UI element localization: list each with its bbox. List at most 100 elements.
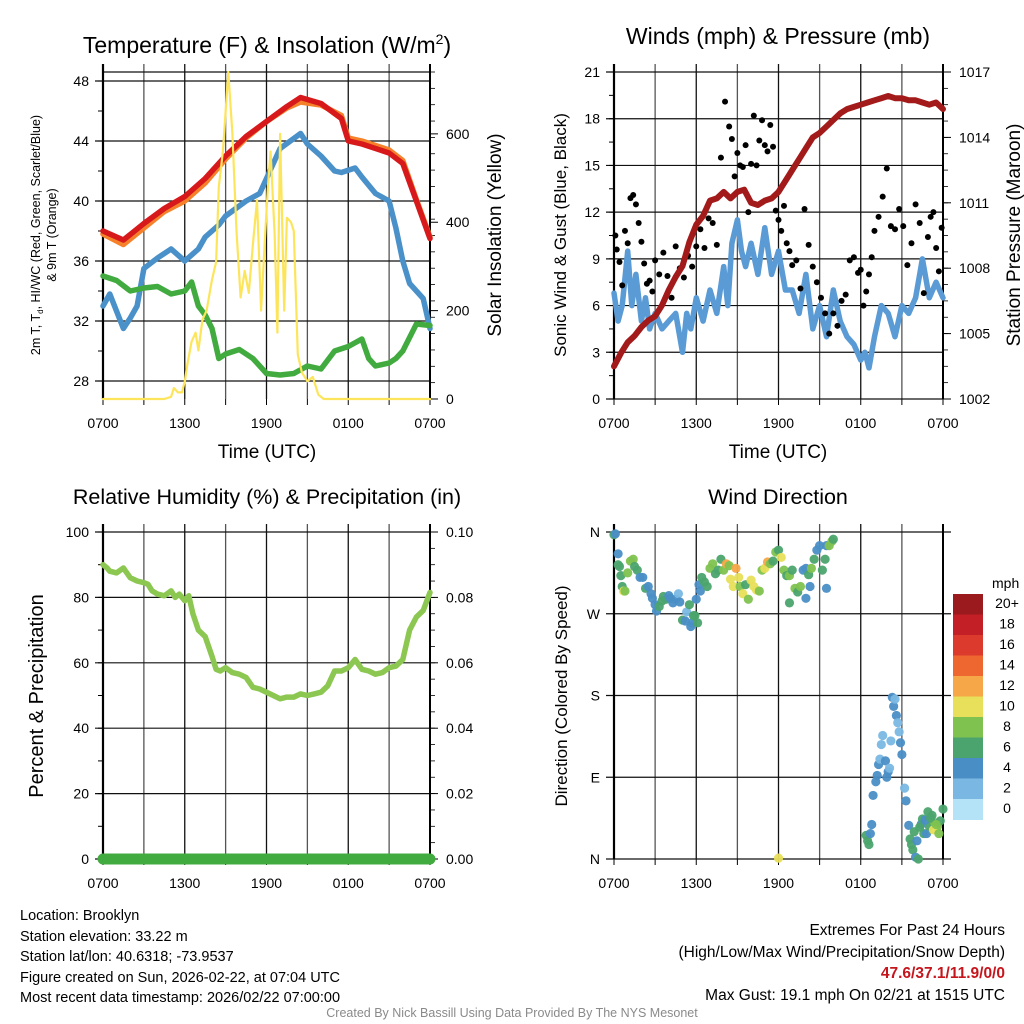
winds-gust-point [652, 257, 659, 264]
wind-direction-x-tick-label: 1900 [763, 875, 794, 891]
temperature-y-tick-label: 48 [73, 73, 89, 89]
colorbar-swatch [953, 614, 983, 636]
wind-direction-point [728, 581, 738, 592]
winds-gust-point [830, 310, 837, 317]
winds-gust-point [624, 240, 631, 247]
winds-gust-point [656, 271, 663, 278]
winds-gust-point [904, 262, 911, 269]
winds-gust-point [850, 254, 857, 261]
winds-gust-point [780, 202, 787, 209]
wind-direction-y-axis-label: Direction (Colored By Speed) [552, 585, 571, 806]
winds-gust-point [753, 162, 760, 169]
winds-gust-point [786, 248, 793, 255]
humidity-chart-title: Relative Humidity (%) & Precipitation (i… [73, 485, 461, 509]
winds-gust-point [646, 277, 653, 284]
wind-direction-point [684, 600, 694, 610]
winds-y-tick-label: 15 [584, 157, 600, 173]
winds-gust-point [883, 165, 890, 172]
station-info: Location: Brooklyn Station elevation: 33… [20, 906, 340, 1009]
extremes-legend: (High/Low/Max Wind/Precipitation/Snow De… [678, 943, 1006, 961]
wind-direction-point [886, 736, 896, 746]
wind-direction-point [926, 813, 936, 823]
temperature-y2-tick-label: 600 [446, 126, 470, 142]
colorbar-swatch [953, 594, 983, 615]
wind-direction-point [901, 796, 911, 806]
wind-direction-point [623, 568, 633, 578]
winds-gust-point [908, 240, 915, 247]
winds-gust-point [722, 98, 729, 105]
temperature-y-axis-label: 2m T, Td, HI/WC (Red, Green, Scarlet/Blu… [29, 115, 45, 355]
winds-gust-point [764, 148, 771, 155]
wind-direction-x-tick-label: 1300 [681, 875, 712, 891]
temperature-chart-title: Temperature (F) & Insolation (W/m2) [83, 31, 451, 58]
wind-direction-point [900, 783, 910, 793]
winds-y-axis-label: Sonic Wind & Gust (Blue, Black) [551, 113, 570, 357]
title-superscript: 2 [436, 31, 444, 47]
winds-gust-point [689, 263, 696, 270]
winds-gust-point [713, 241, 720, 248]
wind-direction-point [754, 586, 764, 596]
winds-gust-point [621, 227, 628, 234]
winds-panel: Winds (mph) & Pressure (mb) Sonic Wind &… [551, 23, 1024, 463]
winds-gust-point [797, 285, 804, 292]
winds-gust-point [761, 142, 768, 149]
temperature-x-tick-label: 0700 [414, 415, 445, 431]
winds-gust-point [705, 215, 712, 222]
colorbar-swatch [953, 737, 983, 759]
humidity-y-axis-label: Percent & Precipitation [26, 594, 48, 797]
temperature-panel: Temperature (F) & Insolation (W/m2) 2m T… [29, 31, 506, 463]
wind-direction-point [784, 598, 795, 608]
humidity-y-tick-label: 20 [73, 786, 89, 802]
wind-direction-point [938, 804, 948, 814]
wind-direction-point [880, 756, 891, 766]
wind-direction-point [675, 597, 685, 607]
winds-gust-point [801, 206, 808, 213]
winds-gust-point [805, 241, 812, 248]
winds-gust-point [813, 279, 820, 286]
wind-direction-point [864, 839, 874, 850]
winds-gust-point [865, 271, 872, 278]
humidity-x-tick-label: 0700 [87, 875, 118, 891]
wind-direction-point [820, 554, 830, 564]
winds-gust-point [935, 268, 942, 275]
winds-gust-point [900, 223, 907, 230]
winds-gust-point [863, 288, 870, 295]
winds-gust-point [822, 310, 829, 317]
wind-direction-point [868, 790, 878, 801]
winds-y-tick-label: 9 [592, 251, 600, 267]
wind-direction-point [806, 563, 817, 573]
winds-gust-point [912, 201, 919, 208]
winds-y2-tick-label: 1017 [959, 64, 990, 80]
temperature-y-tick-label: 36 [73, 253, 89, 269]
wind-direction-point [872, 770, 882, 781]
wind-direction-point [773, 545, 784, 555]
winds-gust-point [930, 209, 937, 216]
winds-gust-point [809, 263, 816, 270]
humidity-relative-humidity-line [100, 561, 433, 702]
wind-direction-point [610, 529, 620, 539]
wind-direction-point [878, 730, 888, 741]
colorbar-swatch [953, 655, 983, 677]
winds-station-pressure-line [611, 93, 946, 370]
credit-text: Created By Nick Bassill Using Data Provi… [326, 1006, 698, 1020]
winds-gust-point [834, 322, 841, 329]
wind-direction-point [801, 593, 811, 603]
colorbar-swatch [953, 676, 983, 697]
humidity-x-tick-label: 0700 [414, 875, 445, 891]
winds-gust-point [846, 257, 853, 264]
temperature-y2-tick-label: 200 [446, 303, 470, 319]
wind-direction-y-tick-label: N [590, 851, 600, 867]
winds-y2-tick-label: 1011 [959, 195, 989, 211]
winds-gust-point [875, 213, 882, 220]
winds-gust-point [612, 232, 619, 239]
latlon-text: Station lat/lon: 40.6318; -73.9537 [20, 949, 234, 965]
winds-x-tick-label: 1300 [681, 415, 712, 431]
winds-gust-point [857, 266, 864, 273]
winds-gust-point [668, 294, 675, 301]
wind-direction-point [897, 749, 907, 760]
wind-direction-point [890, 694, 900, 704]
winds-y-tick-label: 3 [592, 344, 600, 360]
winds-y2-tick-label: 1005 [959, 326, 990, 342]
winds-gust-point [793, 257, 800, 264]
winds-gust-point [697, 226, 704, 233]
